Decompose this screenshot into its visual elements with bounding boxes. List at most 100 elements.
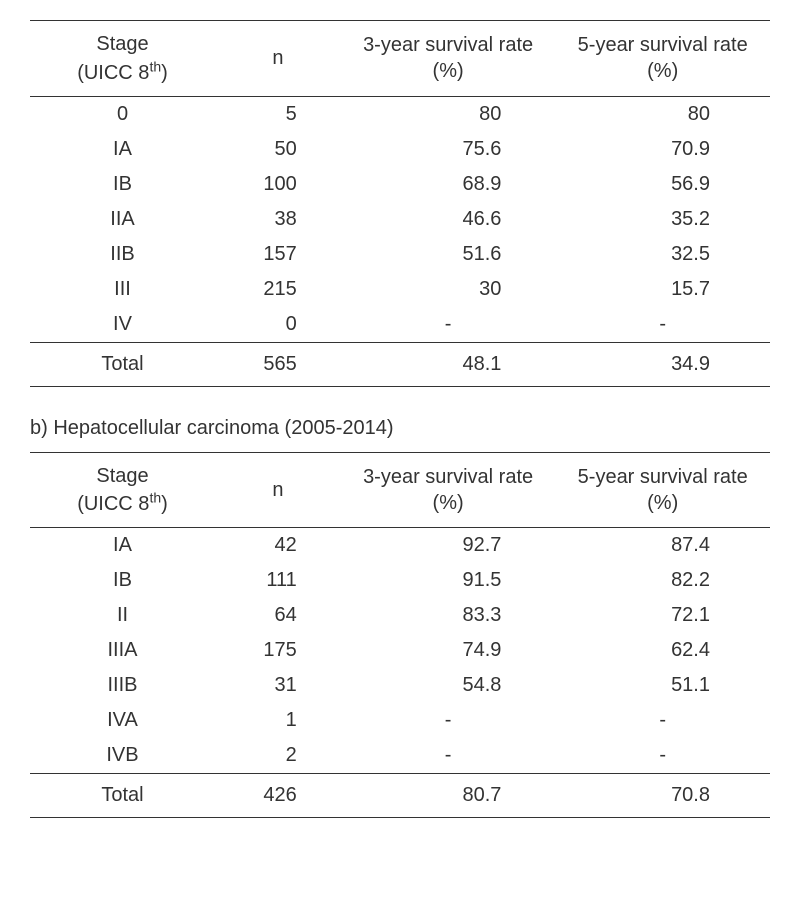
table-row: IV 0 - - [30,307,770,343]
cell-rate3: 30 [341,272,556,307]
header-rate3: 3-year survival rate (%) [341,452,556,528]
cell-stage: IA [30,132,215,167]
cell-rate5: 82.2 [555,563,770,598]
table-total-row: Total 426 80.7 70.8 [30,774,770,818]
table-row: IVA 1 - - [30,703,770,738]
cell-n: 0 [215,307,341,343]
header-rate5: 5-year survival rate (%) [555,21,770,97]
table-a-body: 0 5 80 80 IA 50 75.6 70.9 IB 100 68.9 56… [30,96,770,386]
cell-rate5: 56.9 [555,167,770,202]
cell-stage: IVB [30,738,215,774]
header-stage-line2: (UICC 8th) [77,493,168,515]
cell-rate5: 15.7 [555,272,770,307]
cell-n: 175 [215,633,341,668]
cell-rate3: - [341,738,556,774]
cell-n: 42 [215,528,341,564]
table-row: IIIB 31 54.8 51.1 [30,668,770,703]
header-stage-sup: th [149,58,161,74]
cell-rate3: - [341,703,556,738]
cell-total-rate3: 48.1 [341,342,556,386]
cell-rate3: 91.5 [341,563,556,598]
cell-n: 5 [215,96,341,132]
cell-stage: III [30,272,215,307]
table-row: 0 5 80 80 [30,96,770,132]
cell-rate3: 74.9 [341,633,556,668]
cell-n: 50 [215,132,341,167]
table-row: IVB 2 - - [30,738,770,774]
cell-rate3: 92.7 [341,528,556,564]
header-stage-line1: Stage [96,465,148,487]
cell-rate5: 32.5 [555,237,770,272]
table-row: IA 50 75.6 70.9 [30,132,770,167]
survival-table-a: Stage (UICC 8th) n 3-year survival rate … [30,20,770,387]
cell-n: 2 [215,738,341,774]
cell-stage: IB [30,167,215,202]
header-rate5: 5-year survival rate (%) [555,452,770,528]
cell-rate3: 68.9 [341,167,556,202]
cell-rate5: 72.1 [555,598,770,633]
cell-rate5: 51.1 [555,668,770,703]
cell-rate5: - [555,703,770,738]
cell-rate3: - [341,307,556,343]
header-n: n [215,21,341,97]
cell-n: 1 [215,703,341,738]
header-stage: Stage (UICC 8th) [30,452,215,528]
cell-stage: IB [30,563,215,598]
header-stage-line1: Stage [96,33,148,55]
header-n: n [215,452,341,528]
table-row: II 64 83.3 72.1 [30,598,770,633]
table-row: IIIA 175 74.9 62.4 [30,633,770,668]
cell-total-stage: Total [30,342,215,386]
header-stage-line2: (UICC 8th) [77,62,168,84]
cell-n: 111 [215,563,341,598]
table-total-row: Total 565 48.1 34.9 [30,342,770,386]
table-row: IIA 38 46.6 35.2 [30,202,770,237]
cell-n: 100 [215,167,341,202]
table-row: IB 100 68.9 56.9 [30,167,770,202]
cell-total-rate5: 34.9 [555,342,770,386]
table-row: IA 42 92.7 87.4 [30,528,770,564]
table-row: III 215 30 15.7 [30,272,770,307]
cell-stage: IIIA [30,633,215,668]
table-row: IIB 157 51.6 32.5 [30,237,770,272]
table-b-container: Stage (UICC 8th) n 3-year survival rate … [30,452,770,819]
header-stage-sup: th [149,490,161,506]
cell-rate5: - [555,307,770,343]
cell-rate5: - [555,738,770,774]
cell-rate5: 62.4 [555,633,770,668]
cell-rate3: 75.6 [341,132,556,167]
survival-table-b: Stage (UICC 8th) n 3-year survival rate … [30,452,770,819]
table-a-container: Stage (UICC 8th) n 3-year survival rate … [30,20,770,387]
cell-n: 215 [215,272,341,307]
cell-rate3: 80 [341,96,556,132]
cell-rate3: 46.6 [341,202,556,237]
cell-stage: IIIB [30,668,215,703]
cell-n: 31 [215,668,341,703]
cell-rate3: 83.3 [341,598,556,633]
cell-stage: IV [30,307,215,343]
table-header-row: Stage (UICC 8th) n 3-year survival rate … [30,452,770,528]
cell-rate5: 87.4 [555,528,770,564]
cell-rate3: 54.8 [341,668,556,703]
cell-rate5: 35.2 [555,202,770,237]
cell-total-stage: Total [30,774,215,818]
cell-total-n: 565 [215,342,341,386]
cell-n: 157 [215,237,341,272]
cell-stage: II [30,598,215,633]
table-b-body: IA 42 92.7 87.4 IB 111 91.5 82.2 II 64 8… [30,528,770,818]
header-stage: Stage (UICC 8th) [30,21,215,97]
cell-rate5: 80 [555,96,770,132]
cell-stage: IIA [30,202,215,237]
cell-total-rate5: 70.8 [555,774,770,818]
header-rate3: 3-year survival rate (%) [341,21,556,97]
cell-total-n: 426 [215,774,341,818]
table-row: IB 111 91.5 82.2 [30,563,770,598]
cell-stage: IVA [30,703,215,738]
cell-stage: 0 [30,96,215,132]
table-header-row: Stage (UICC 8th) n 3-year survival rate … [30,21,770,97]
cell-n: 38 [215,202,341,237]
cell-stage: IIB [30,237,215,272]
section-b-title: b) Hepatocellular carcinoma (2005-2014) [30,417,770,440]
cell-stage: IA [30,528,215,564]
cell-n: 64 [215,598,341,633]
